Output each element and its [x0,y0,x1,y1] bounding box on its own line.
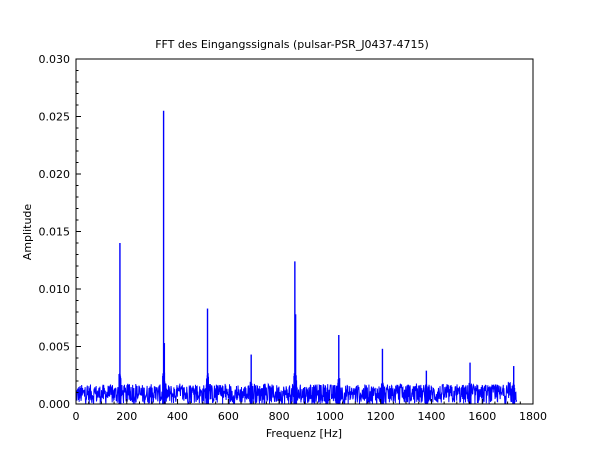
y-tick-label: 0.000 [39,398,71,411]
x-tick-label: 400 [167,410,188,423]
x-tick-label: 0 [73,410,80,423]
x-tick-label: 1000 [316,410,344,423]
x-tick-label: 200 [116,410,137,423]
x-tick-label: 1400 [417,410,445,423]
y-tick-label: 0.025 [39,111,71,124]
y-tick-label: 0.015 [39,226,71,239]
x-axis-title: Frequenz [Hz] [266,427,342,440]
chart-title: FFT des Eingangssignals (pulsar-PSR_J043… [155,38,429,51]
x-tick-label: 1600 [468,410,496,423]
x-tick-label: 600 [218,410,239,423]
x-tick-label: 1200 [367,410,395,423]
x-tick-label: 800 [269,410,290,423]
y-tick-label: 0.010 [39,283,71,296]
y-tick-label: 0.020 [39,168,71,181]
y-tick-label: 0.005 [39,341,71,354]
y-tick-label: 0.030 [39,53,71,66]
y-axis-title: Amplitude [21,204,34,261]
plot-series [75,110,517,406]
x-tick-label: 1800 [519,410,547,423]
axes: 0 200 400 600 800 1000 1200 1400 1600 1800 0.000 0.… [39,53,548,423]
